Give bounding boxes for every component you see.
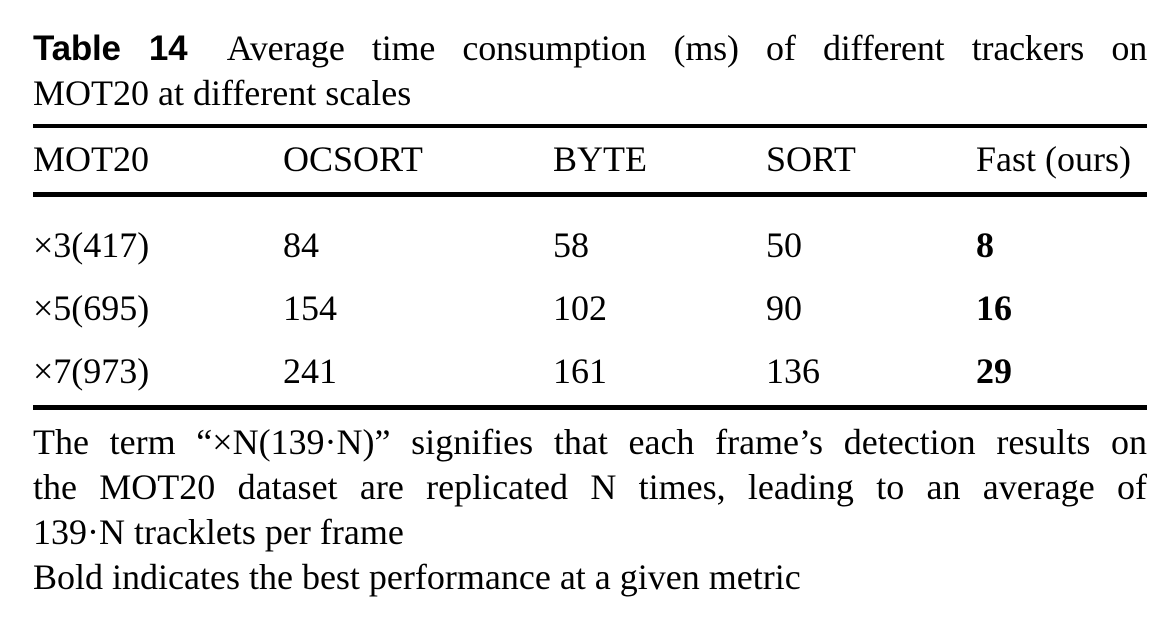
column-header-ocsort: OCSORT: [283, 139, 423, 179]
table-row-x7: ×7(973) 241 161 136 29: [33, 340, 1147, 408]
cell-byte: 161: [553, 351, 607, 391]
column-header-mot20: MOT20: [33, 139, 149, 179]
column-header-byte: BYTE: [553, 139, 647, 179]
column-header-fast-ours: Fast (ours): [976, 139, 1131, 179]
cell-sort: 50: [766, 225, 802, 265]
table-row-x3: ×3(417) 84 58 50 8: [33, 195, 1147, 278]
cell-ocsort: 84: [283, 225, 319, 265]
header-row: MOT20 OCSORT BYTE SORT Fast (ours): [33, 126, 1147, 195]
table-footnote: The term “×N(139·N)” signifies that each…: [33, 420, 1147, 600]
table-header: MOT20 OCSORT BYTE SORT Fast (ours): [33, 126, 1147, 195]
cell-sort: 136: [766, 351, 820, 391]
footnote-line-3: 139·N tracklets per frame: [33, 512, 404, 552]
cell-ocsort: 241: [283, 351, 337, 391]
footnote-line-4: Bold indicates the best performance at a…: [33, 557, 801, 597]
caption-label: Table 14: [33, 29, 188, 68]
table-body: ×3(417) 84 58 50 8 ×5(695) 154 102 90 16…: [33, 195, 1147, 408]
timing-table: MOT20 OCSORT BYTE SORT Fast (ours) ×3(41…: [33, 124, 1147, 410]
row-label-scale: ×5(695): [33, 288, 150, 328]
cell-ocsort: 154: [283, 288, 337, 328]
table-row-x5: ×5(695) 154 102 90 16: [33, 277, 1147, 340]
table-block: Table 14 Average time consumption (ms) o…: [33, 26, 1147, 600]
cell-sort: 90: [766, 288, 802, 328]
caption-line-2: MOT20 at different scales: [33, 73, 412, 113]
footnote-line-1: The term “×N(139·N)” signifies that each…: [33, 422, 1147, 462]
footnote-line-2: the MOT20 dataset are replicated N times…: [33, 467, 1147, 507]
table-caption: Table 14 Average time consumption (ms) o…: [33, 26, 1147, 116]
cell-byte: 58: [553, 225, 589, 265]
cell-fast-best: 16: [976, 288, 1012, 328]
cell-fast-best: 8: [976, 225, 994, 265]
row-label-scale: ×7(973): [33, 351, 150, 391]
caption-line-1-text: Average time consumption (ms) of differe…: [226, 28, 1148, 68]
cell-byte: 102: [553, 288, 607, 328]
column-header-sort: SORT: [766, 139, 856, 179]
row-label-scale: ×3(417): [33, 225, 150, 265]
cell-fast-best: 29: [976, 351, 1012, 391]
caption-line-1: Table 14 Average time consumption (ms) o…: [33, 26, 1147, 71]
